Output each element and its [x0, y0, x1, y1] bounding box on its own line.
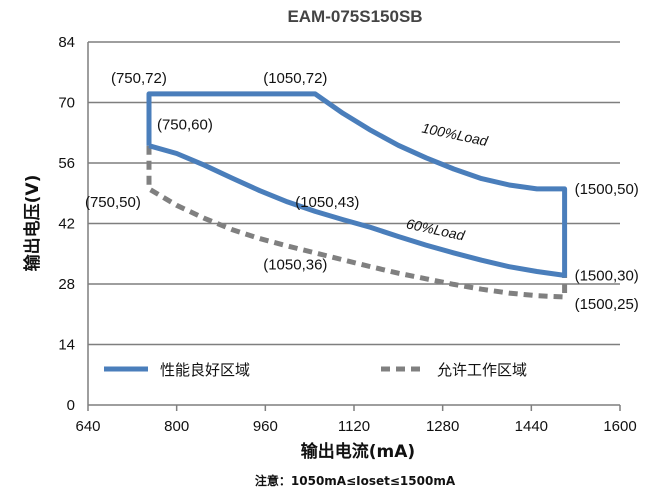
y-tick-label: 56	[58, 155, 75, 172]
point-label: (750,72)	[111, 70, 167, 87]
series-layer	[146, 91, 568, 300]
x-tick-label: 800	[164, 418, 189, 435]
x-tick-label: 960	[253, 418, 278, 435]
x-tick-label: 1120	[338, 418, 370, 435]
y-tick-label: 42	[58, 216, 75, 233]
y-tick-label: 84	[58, 34, 75, 51]
footnote: 注意：1050mA≤Ioset≤1500mA	[255, 473, 456, 488]
series-good-region	[146, 91, 568, 278]
y-tick-label: 14	[58, 337, 75, 354]
x-tick-label: 1600	[603, 418, 636, 435]
point-label: (750,50)	[85, 194, 141, 211]
y-tick-label: 28	[58, 276, 75, 293]
point-label: (1500,25)	[575, 296, 639, 313]
point-label: (1050,72)	[263, 70, 327, 87]
x-tick-label: 640	[75, 418, 100, 435]
point-label: (750,60)	[157, 117, 213, 134]
series-allowed-region	[146, 145, 568, 300]
y-tick-label: 0	[67, 397, 75, 414]
point-label: (1500,30)	[575, 267, 639, 284]
x-tick-label: 1280	[426, 418, 459, 435]
x-tick-label: 1440	[515, 418, 548, 435]
legend-label-allowed-region: 允许工作区域	[437, 361, 527, 379]
y-axis-title: 输出电压(V)	[22, 175, 43, 272]
point-label: (1050,36)	[263, 256, 327, 273]
y-tick-label: 70	[58, 95, 75, 112]
x-axis-ticks: 640 800 960 1120 1280 1440 1600	[75, 405, 637, 435]
point-label: (1050,43)	[295, 194, 359, 211]
legend: 性能良好区域 允许工作区域	[104, 361, 527, 379]
x-axis-title: 输出电流(mA)	[301, 441, 415, 462]
legend-label-good-region: 性能良好区域	[160, 361, 250, 379]
chart-title: EAM-075S150SB	[287, 7, 422, 26]
y-axis-ticks: 0 14 28 42 56 70 84	[58, 34, 75, 414]
point-label: (1500,50)	[575, 181, 639, 198]
